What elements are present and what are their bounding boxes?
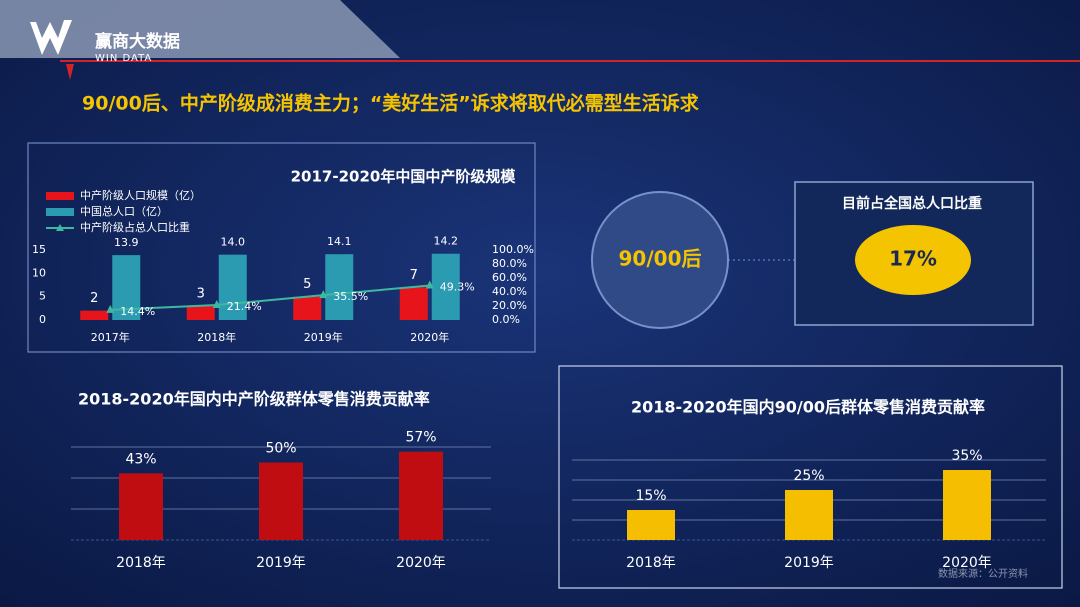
data-label: 5 [303, 277, 311, 292]
y-tick-label: 0 [39, 313, 46, 326]
bar [785, 490, 833, 540]
brand-en: WIN DATA [95, 53, 152, 64]
data-label: 14.2 [434, 235, 459, 248]
data-label: 35.5% [333, 290, 368, 303]
bar [80, 310, 109, 320]
legend-swatch [46, 208, 74, 216]
legend-label: 中国总人口（亿） [80, 204, 168, 218]
legend-swatch [46, 192, 74, 200]
data-label: 14.1 [327, 235, 352, 248]
source-note: 数据来源：公开资料 [938, 567, 1028, 580]
callout-share: 17% [889, 247, 937, 271]
bar [943, 470, 991, 540]
callout-ellipse [855, 225, 971, 295]
data-label: 3 [197, 287, 205, 302]
y2-tick-label: 100.0% [492, 243, 534, 256]
x-tick-label: 2019年 [256, 555, 306, 571]
chart-frame [27, 142, 536, 353]
data-label: 2 [90, 291, 98, 306]
y2-tick-label: 40.0% [492, 285, 527, 298]
data-label: 21.4% [227, 300, 262, 313]
data-label: 57% [405, 430, 436, 446]
legend-label: 中产阶级占总人口比重 [80, 220, 190, 234]
data-label: 15% [635, 488, 666, 504]
data-label: 25% [793, 468, 824, 484]
header-band [0, 0, 400, 58]
y2-tick-label: 60.0% [492, 271, 527, 284]
callout-box-title: 目前占全国总人口比重 [842, 195, 982, 212]
y-tick-label: 5 [39, 290, 46, 303]
bar [293, 296, 322, 320]
line-marker [319, 290, 328, 299]
data-label: 35% [951, 448, 982, 464]
data-label: 43% [125, 451, 156, 467]
x-tick-label: 2020年 [410, 330, 449, 344]
data-label: 14.4% [120, 305, 155, 318]
headline: 90/00后、中产阶级成消费主力；“美好生活”诉求将取代必需型生活诉求 [82, 92, 700, 115]
data-label: 7 [410, 268, 418, 283]
bar [431, 253, 460, 320]
data-label: 13.9 [114, 236, 139, 249]
bar [399, 287, 428, 320]
x-tick-label: 2018年 [116, 555, 166, 571]
bar [259, 462, 303, 540]
header-pointer [66, 64, 74, 80]
y2-tick-label: 0.0% [492, 313, 520, 326]
x-tick-label: 2020年 [942, 555, 992, 571]
line-marker [106, 304, 115, 313]
legend-marker [56, 224, 64, 231]
legend-label: 中产阶级人口规模（亿） [80, 188, 201, 202]
line [110, 284, 430, 311]
line-marker [425, 280, 434, 289]
logo-mark [30, 20, 72, 55]
callout-group: 90/00后 [619, 247, 702, 271]
x-tick-label: 2017年 [91, 330, 130, 344]
chart-title: 2017-2020年中国中产阶级规模 [291, 168, 517, 186]
bar [399, 451, 443, 540]
data-label: 50% [265, 441, 296, 457]
chart-frame [558, 365, 1063, 589]
chart-title: 2018-2020年国内中产阶级群体零售消费贡献率 [78, 390, 430, 409]
bar [186, 306, 215, 320]
data-label: 49.3% [440, 280, 475, 293]
bar [119, 473, 163, 540]
x-tick-label: 2019年 [304, 330, 343, 344]
bar [627, 510, 675, 540]
y-tick-label: 10 [32, 266, 46, 279]
data-label: 14.0 [221, 236, 246, 249]
x-tick-label: 2018年 [626, 555, 676, 571]
bar [325, 254, 354, 320]
x-tick-label: 2019年 [784, 555, 834, 571]
line-marker [212, 300, 221, 309]
bar [218, 254, 247, 320]
x-tick-label: 2018年 [197, 330, 236, 344]
brand: 赢商大数据 [95, 31, 180, 52]
y-tick-label: 15 [32, 243, 46, 256]
chart-title: 2018-2020年国内90/00后群体零售消费贡献率 [631, 398, 985, 417]
x-tick-label: 2020年 [396, 555, 446, 571]
y2-tick-label: 80.0% [492, 257, 527, 270]
y2-tick-label: 20.0% [492, 299, 527, 312]
